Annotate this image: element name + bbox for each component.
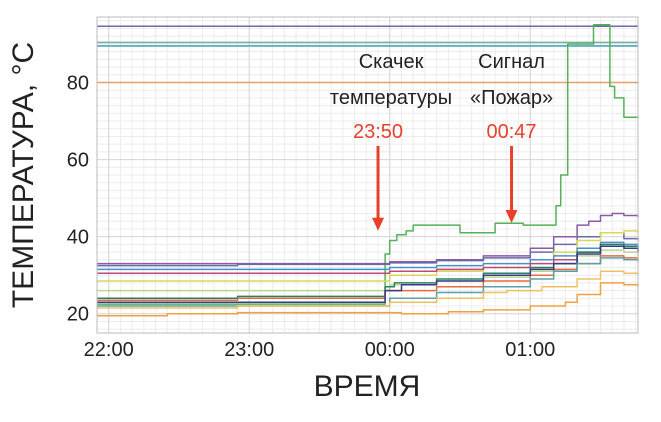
y-tick-label: 60 bbox=[67, 150, 89, 172]
annotation-arrow-head bbox=[505, 210, 518, 224]
series-line bbox=[97, 23, 638, 305]
series-line bbox=[97, 249, 639, 292]
annotation-arrow-head bbox=[372, 217, 385, 231]
x-axis-label: ВРЕМЯ bbox=[314, 370, 421, 403]
y-tick-label: 40 bbox=[67, 227, 89, 249]
y-axis-label: ТЕМПЕРАТУРА, °С bbox=[7, 42, 40, 308]
annotation-label: «Пожар» bbox=[470, 87, 553, 109]
annotation-label: Сигнал bbox=[478, 51, 545, 73]
series-line bbox=[97, 257, 639, 307]
x-tick-label: 01:00 bbox=[505, 339, 555, 361]
series-line bbox=[97, 232, 639, 267]
y-tick-label: 80 bbox=[67, 73, 89, 95]
annotation-label: Скачек bbox=[359, 51, 424, 73]
series-lines bbox=[97, 23, 639, 317]
annotations: Скачек температуры 23:50 Сигнал «Пожар» 00:47 bbox=[330, 51, 553, 231]
y-tick-labels: 20 40 60 80 bbox=[67, 73, 89, 326]
x-tick-label: 22:00 bbox=[84, 339, 134, 361]
y-tick-label: 20 bbox=[67, 304, 89, 326]
series-line bbox=[97, 245, 639, 303]
series-line bbox=[97, 282, 639, 317]
annotation-time: 23:50 bbox=[353, 121, 403, 143]
annotation-time: 00:47 bbox=[487, 121, 537, 143]
x-tick-labels: 22:00 23:00 00:00 01:00 bbox=[84, 339, 556, 361]
plot-frame bbox=[96, 16, 639, 334]
series-line bbox=[97, 270, 639, 309]
series-line bbox=[97, 255, 639, 301]
reference-lines bbox=[97, 25, 638, 84]
series-line bbox=[97, 243, 639, 300]
x-tick-label: 00:00 bbox=[365, 339, 415, 361]
annotation-label: температуры bbox=[330, 87, 452, 109]
series-line bbox=[97, 241, 639, 271]
series-line bbox=[97, 212, 639, 265]
x-tick-label: 23:00 bbox=[224, 339, 274, 361]
